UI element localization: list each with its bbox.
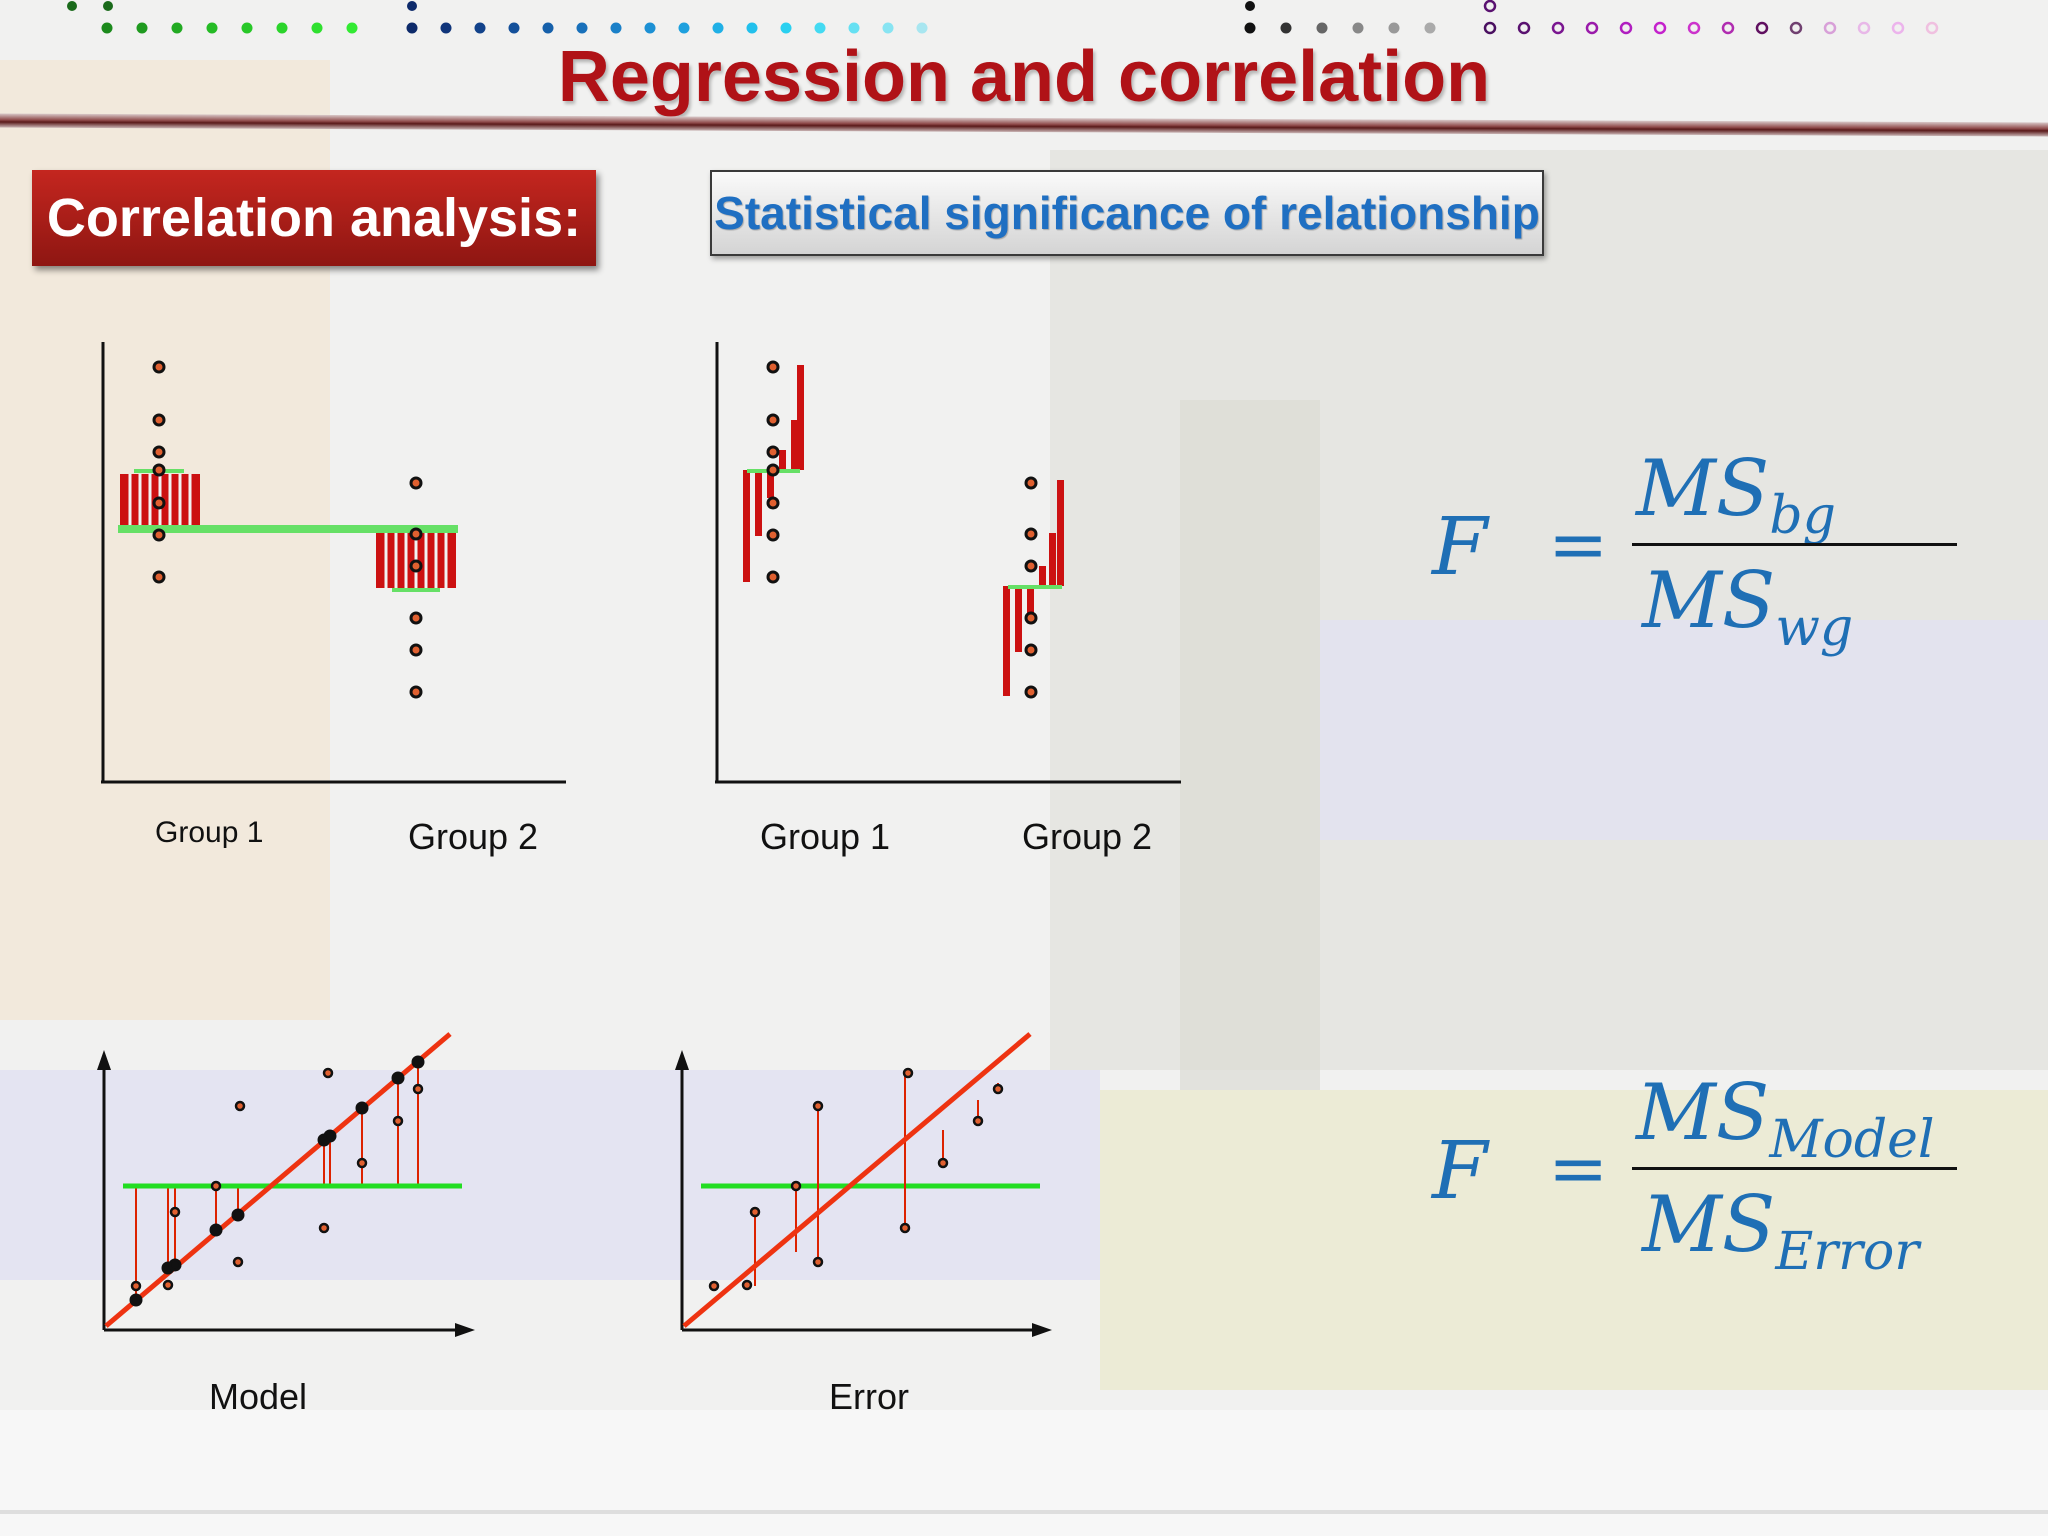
decor-dot [1653, 21, 1667, 35]
observed-points [708, 1067, 1004, 1292]
equation-anova-lhs: F [1432, 500, 1488, 593]
decor-dot [1280, 22, 1292, 34]
group1-bars [120, 474, 200, 532]
equation-anova-equals: = [1548, 502, 1609, 586]
decor-dot [1823, 21, 1837, 35]
data-points [152, 360, 423, 699]
equation-regression-lhs: F [1432, 1124, 1488, 1217]
decor-dot [1245, 1, 1255, 11]
between-groups-diagram [101, 342, 566, 784]
background-panel [0, 1070, 1100, 1280]
decor-dot [1483, 0, 1497, 13]
decor-dot [916, 22, 928, 34]
model-points [129, 1055, 425, 1307]
decor-dot [103, 1, 113, 11]
decor-dot [311, 22, 323, 34]
decor-dot [1857, 21, 1871, 35]
decor-dot [576, 22, 588, 34]
error-label: Error [829, 1376, 909, 1417]
decor-dot [1517, 21, 1531, 35]
model-label: Model [209, 1376, 308, 1417]
equation-regression-equals: = [1548, 1126, 1609, 1210]
decor-dot [440, 22, 452, 34]
decor-dot [1244, 22, 1256, 34]
between-group2-label: Group 2 [408, 816, 539, 857]
decor-dot [67, 1, 77, 11]
decor-dot [407, 1, 417, 11]
decor-dot [406, 22, 418, 34]
data-points [766, 360, 1038, 699]
decor-dot [508, 22, 520, 34]
decor-dot [101, 22, 113, 34]
decor-dot [1352, 22, 1364, 34]
decor-dot [1424, 22, 1436, 34]
decor-dot [241, 22, 253, 34]
decor-dot [542, 22, 554, 34]
within-group2-label: Group 2 [1022, 816, 1153, 857]
decor-dot [712, 22, 724, 34]
section-label: Correlation analysis: [32, 170, 596, 266]
background-panel [1180, 400, 1320, 1220]
decor-dot [1687, 21, 1701, 35]
decor-dot [1925, 21, 1939, 35]
decor-dot [1551, 21, 1565, 35]
decor-dot [1755, 21, 1769, 35]
decor-dot [746, 22, 758, 34]
decor-dot [474, 22, 486, 34]
decor-dot [171, 22, 183, 34]
decor-dot [206, 22, 218, 34]
residual-lines [135, 1062, 419, 1300]
within-groups-diagram [715, 342, 1181, 784]
decor-dot [644, 22, 656, 34]
group2-deviation-bars [1003, 480, 1064, 696]
decor-dot [780, 22, 792, 34]
dot-row-decoration-icon [67, 0, 1939, 35]
equation-anova-numerator: MSbg [1636, 444, 1836, 547]
equation-anova-denominator: MSwg [1642, 556, 1854, 659]
decor-dot [1721, 21, 1735, 35]
decor-dot [346, 22, 358, 34]
group1-deviation-bars [743, 365, 804, 582]
decor-dot [1316, 22, 1328, 34]
decor-dot [1585, 21, 1599, 35]
between-group1-label: Group 1 [155, 816, 264, 849]
decor-dot [610, 22, 622, 34]
decor-dot [848, 22, 860, 34]
model-diagram [97, 1032, 475, 1337]
observed-points [130, 1067, 424, 1292]
background-panel [1100, 1090, 2048, 1390]
error-diagram [675, 1032, 1052, 1337]
regression-line [104, 1032, 452, 1328]
regression-line [682, 1032, 1032, 1328]
background-divider [0, 1510, 2048, 1514]
residual-lines [754, 1073, 999, 1286]
decor-dot [1483, 21, 1497, 35]
slide-title: Regression and correlation [557, 37, 1491, 117]
equation-regression-fraction-bar [1632, 1167, 1957, 1170]
decor-dot [814, 22, 826, 34]
equation-anova-fraction-bar [1632, 543, 1957, 546]
within-group1-label: Group 1 [760, 816, 891, 857]
decor-dot [1619, 21, 1633, 35]
decor-dot [136, 22, 148, 34]
decor-dot [276, 22, 288, 34]
decor-dot [1789, 21, 1803, 35]
decor-dot [882, 22, 894, 34]
equation-regression-numerator: MSModel [1636, 1068, 1935, 1171]
decor-dot [1891, 21, 1905, 35]
background-panel [0, 1410, 2048, 1536]
equation-regression-denominator: MSError [1642, 1180, 1920, 1283]
background-panel [1320, 620, 2048, 840]
decor-dot [1388, 22, 1400, 34]
decor-dot [678, 22, 690, 34]
subtitle-box: Statistical significance of relationship [710, 170, 1544, 256]
